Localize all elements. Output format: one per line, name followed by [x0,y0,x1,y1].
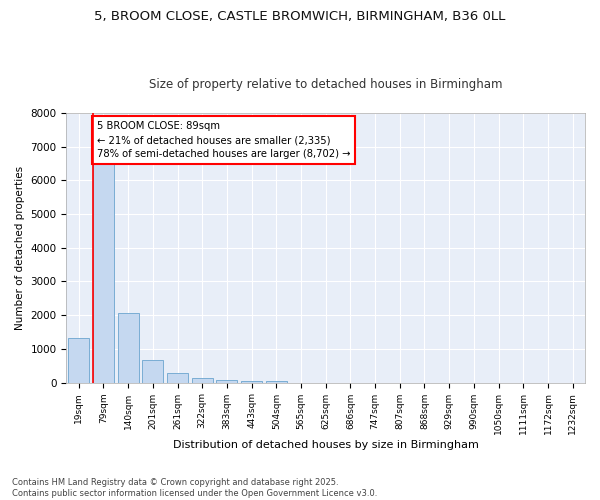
Bar [68,338,89,382]
Text: Contains HM Land Registry data © Crown copyright and database right 2025.
Contai: Contains HM Land Registry data © Crown c… [12,478,377,498]
Text: 5 BROOM CLOSE: 89sqm
← 21% of detached houses are smaller (2,335)
78% of semi-de: 5 BROOM CLOSE: 89sqm ← 21% of detached h… [97,122,350,160]
Title: Size of property relative to detached houses in Birmingham: Size of property relative to detached ho… [149,78,502,91]
Bar [241,381,262,382]
Text: 5, BROOM CLOSE, CASTLE BROMWICH, BIRMINGHAM, B36 0LL: 5, BROOM CLOSE, CASTLE BROMWICH, BIRMING… [94,10,506,23]
X-axis label: Distribution of detached houses by size in Birmingham: Distribution of detached houses by size … [173,440,479,450]
Bar [93,159,114,382]
Bar [167,372,188,382]
Bar [266,380,287,382]
Bar [192,378,213,382]
Bar [142,360,163,382]
Bar [217,380,238,382]
Y-axis label: Number of detached properties: Number of detached properties [15,166,25,330]
Bar [118,312,139,382]
